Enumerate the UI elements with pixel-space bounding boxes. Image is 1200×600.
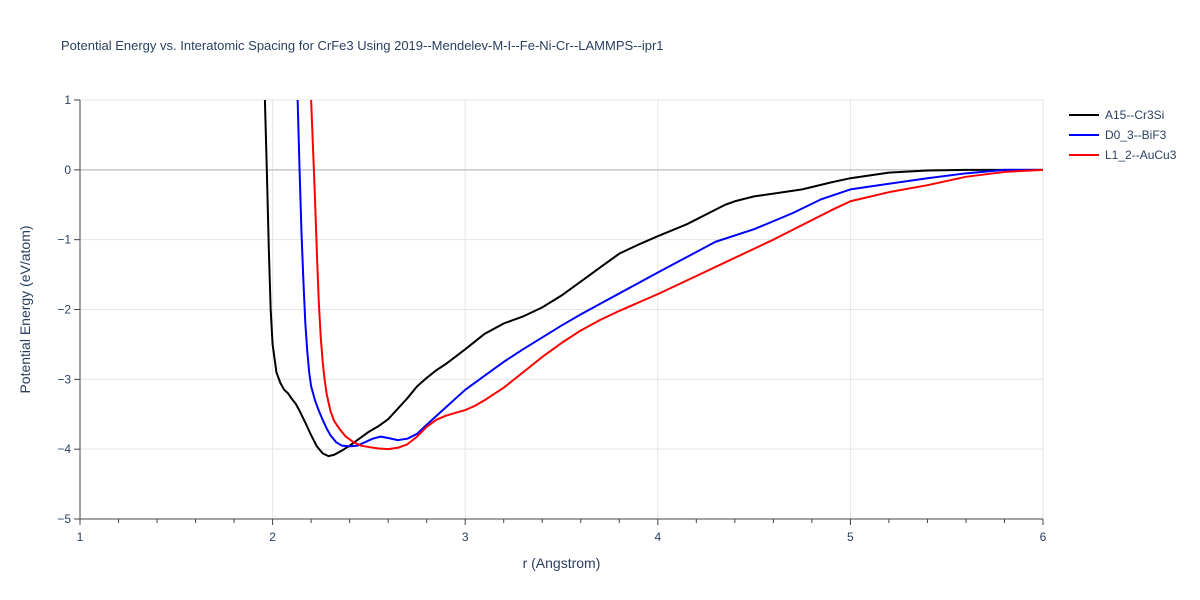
series-line-2	[310, 100, 1043, 451]
x-tick-label: 1	[77, 530, 84, 544]
y-tick-label: 0	[64, 163, 71, 177]
x-axis-title: r (Angstrom)	[523, 555, 601, 571]
series-line-1	[296, 100, 1043, 448]
y-tick-label: −5	[57, 512, 71, 526]
x-tick-label: 4	[654, 530, 661, 544]
series-line-0	[263, 100, 1043, 458]
y-tick-label: −1	[57, 233, 71, 247]
legend-label: D0_3--BiF3	[1105, 128, 1167, 142]
legend-item[interactable]: A15--Cr3Si	[1069, 108, 1164, 122]
grid	[80, 99, 1044, 519]
legend[interactable]: A15--Cr3Si D0_3--BiF3 L1_2--AuCu3	[1069, 108, 1177, 162]
x-tick-label: 6	[1040, 530, 1047, 544]
chart-title: Potential Energy vs. Interatomic Spacing…	[61, 38, 664, 53]
y-axis-title: Potential Energy (eV/atom)	[17, 225, 33, 393]
legend-item[interactable]: L1_2--AuCu3	[1069, 148, 1177, 162]
legend-label: A15--Cr3Si	[1105, 108, 1164, 122]
y-tick-label: −2	[57, 303, 71, 317]
legend-label: L1_2--AuCu3	[1105, 148, 1177, 162]
x-tick-label: 2	[269, 530, 276, 544]
axes: 1 2 3 4 5 6 −5 −4 −3 −2 −1 0 1	[57, 93, 1046, 544]
legend-item[interactable]: D0_3--BiF3	[1069, 128, 1167, 142]
y-tick-label: −4	[57, 442, 71, 456]
x-tick-label: 5	[847, 530, 854, 544]
plot-area	[263, 100, 1043, 458]
x-tick-label: 3	[462, 530, 469, 544]
y-tick-label: 1	[64, 93, 71, 107]
y-tick-label: −3	[57, 372, 71, 386]
